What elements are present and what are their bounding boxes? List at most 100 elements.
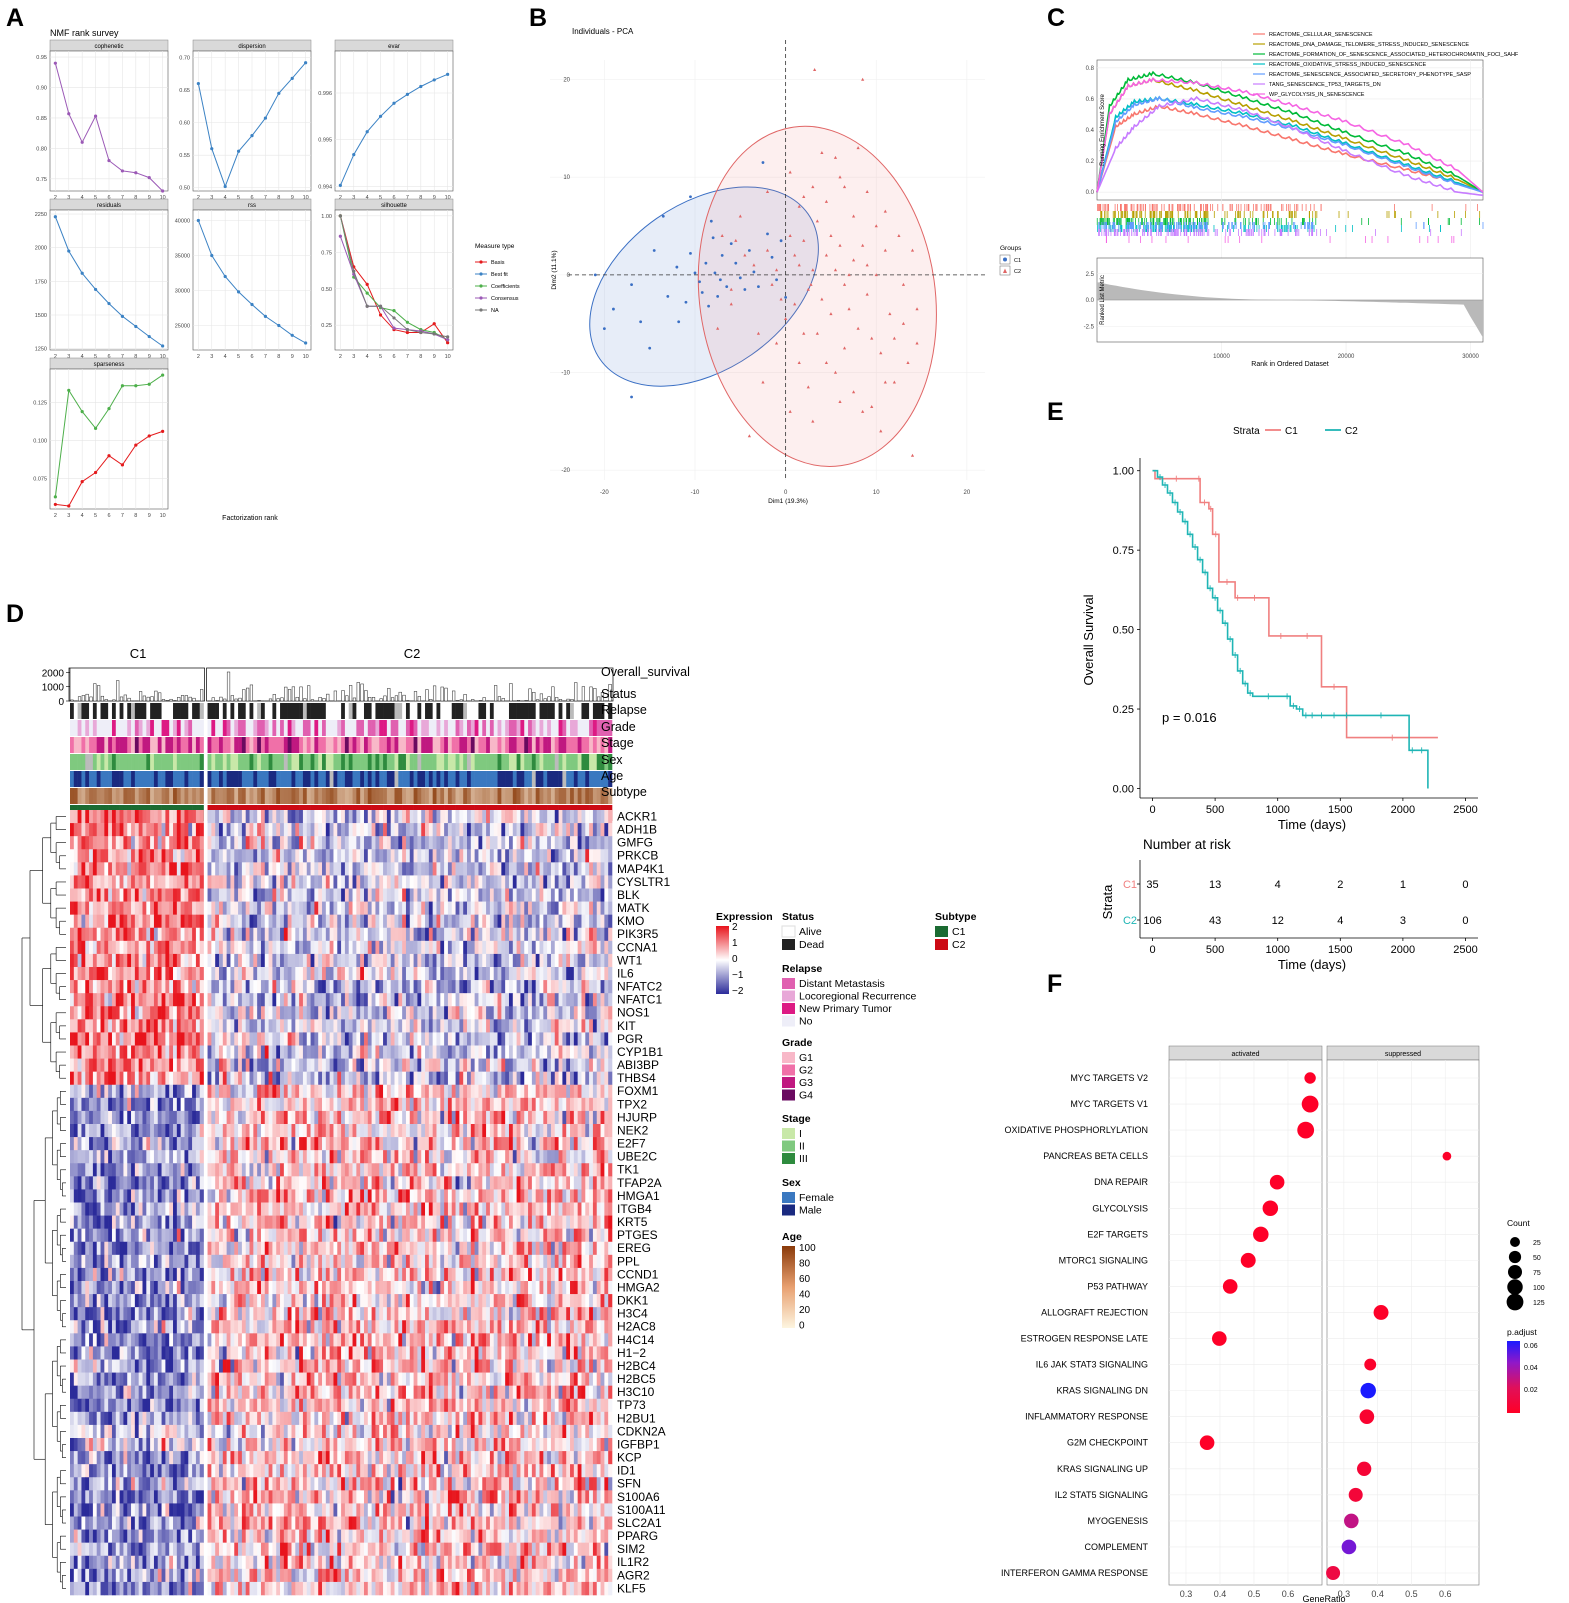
d-heatmap-cell — [402, 823, 407, 837]
d-heatmap-cell — [562, 927, 567, 942]
d-heatmap-cell — [493, 862, 498, 876]
d-sex-cell — [470, 771, 475, 787]
d-heatmap-cell — [444, 888, 449, 902]
d-heatmap-cell — [280, 940, 285, 955]
b-ytick-label: 10 — [563, 175, 570, 181]
d-heatmap-cell — [100, 823, 105, 837]
d-heatmap-cell — [566, 967, 571, 981]
d-heatmap-cell — [470, 927, 475, 942]
d-heatmap-cell — [543, 967, 548, 981]
d-heatmap-cell — [508, 953, 514, 968]
d-heatmap-cell — [264, 810, 269, 824]
d-heatmap-cell — [161, 901, 166, 915]
d-heatmap-cell — [165, 993, 170, 1007]
d-heatmap-cell — [417, 862, 422, 876]
d-grade-cell — [318, 737, 323, 753]
d-heatmap-cell — [100, 810, 105, 824]
d-heatmap-cell — [123, 1019, 128, 1033]
a-point — [250, 302, 254, 307]
d-grade-cell — [547, 737, 552, 753]
d-heatmap-cell — [432, 980, 437, 994]
d-relapse-cell — [161, 720, 166, 736]
d-heatmap-cell — [497, 1019, 502, 1033]
d-heatmap-cell — [287, 823, 292, 837]
d-age-cell — [531, 788, 536, 804]
d-age-cell — [497, 788, 502, 804]
d-relapse-cell — [497, 720, 502, 736]
d-heatmap-cell — [604, 849, 609, 863]
d-heatmap-cell — [310, 836, 315, 850]
d-heatmap-cell — [371, 993, 376, 1007]
d-heatmap-cell — [92, 849, 98, 863]
a-xtick-label: 3 — [67, 354, 70, 360]
d-heatmap-cell — [123, 1006, 128, 1020]
d-age-cell — [478, 788, 483, 804]
d-heatmap-cell — [558, 1019, 563, 1033]
d-heatmap-cell — [451, 927, 456, 942]
b-title: Individuals - PCA — [572, 27, 634, 36]
d-heatmap-cell — [257, 927, 262, 942]
d-heatmap-cell — [276, 914, 281, 929]
d-age-cell — [89, 788, 94, 804]
d-heatmap-cell — [249, 875, 254, 889]
d-heatmap-cell — [363, 1006, 369, 1020]
d-sex-cell — [539, 771, 544, 787]
d-heatmap-cell — [493, 953, 498, 968]
d-heatmap-cell — [367, 862, 372, 876]
d-heatmap-cell — [467, 1006, 472, 1020]
d-stage-cell — [524, 754, 529, 770]
b-point-c2 — [824, 360, 829, 364]
d-heatmap-cell — [413, 810, 418, 824]
d-heatmap-cell — [180, 1032, 185, 1046]
d-sex-cell — [562, 771, 567, 787]
d-heatmap-cell — [409, 1006, 414, 1020]
d-heatmap-cell — [497, 914, 502, 929]
b-point-c2 — [838, 400, 842, 404]
d-heatmap-cell — [512, 849, 517, 863]
d-heatmap-cell — [539, 1032, 544, 1046]
d-heatmap-cell — [127, 849, 132, 863]
d-heatmap-cell — [337, 993, 342, 1007]
d-heatmap-cell — [253, 810, 258, 824]
d-status-cell — [192, 703, 197, 719]
d-status-cell — [543, 703, 548, 719]
d-heatmap-cell — [207, 810, 212, 824]
d-heatmap-cell — [134, 810, 139, 824]
d-heatmap-cell — [337, 849, 342, 863]
d-heatmap-cell — [524, 888, 529, 902]
d-heatmap-cell — [352, 823, 357, 837]
d-heatmap-cell — [230, 836, 235, 850]
d-heatmap-cell — [425, 914, 430, 929]
b-point-c2 — [779, 297, 783, 301]
d-grade-cell — [371, 737, 376, 753]
d-heatmap-cell — [272, 980, 277, 994]
d-heatmap-cell — [379, 823, 384, 837]
d-heatmap-cell — [188, 836, 193, 850]
d-annotation-label: Relapse — [601, 703, 647, 717]
d-heatmap-cell — [421, 1006, 426, 1020]
d-stage-cell — [352, 754, 357, 770]
d-grade-cell — [589, 737, 594, 753]
d-heatmap-cell — [520, 914, 525, 929]
d-heatmap-cell — [432, 914, 437, 929]
b-point-c2 — [797, 360, 801, 364]
d-heatmap-cell — [348, 875, 353, 889]
d-sex-cell — [360, 771, 365, 787]
d-heatmap-cell — [111, 914, 117, 929]
d-grade-cell — [386, 737, 391, 753]
d-heatmap-cell — [524, 993, 529, 1007]
d-heatmap-cell — [356, 888, 361, 902]
d-heatmap-cell — [390, 823, 395, 837]
d-heatmap-cell — [283, 1006, 288, 1020]
d-sex-cell — [184, 771, 189, 787]
d-heatmap-cell — [127, 862, 132, 876]
d-age-cell — [96, 788, 101, 804]
d-stage-cell — [592, 754, 598, 770]
d-heatmap-cell — [257, 823, 262, 837]
d-heatmap-cell — [245, 875, 250, 889]
d-heatmap-cell — [459, 849, 464, 863]
d-relapse-cell — [451, 720, 456, 736]
d-heatmap-cell — [394, 993, 399, 1007]
d-relapse-cell — [333, 720, 338, 736]
d-heatmap-cell — [482, 888, 487, 902]
